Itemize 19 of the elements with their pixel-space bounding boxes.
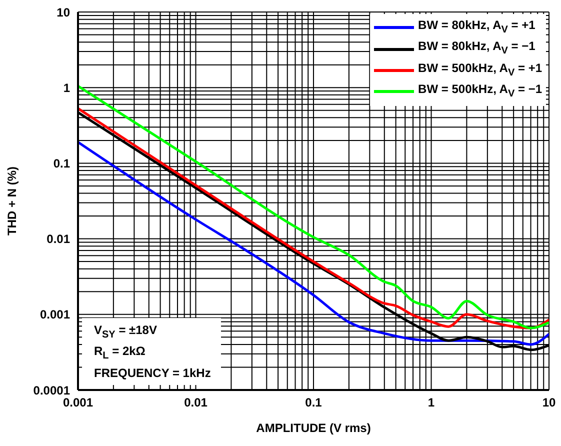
y-tick-label: 10 (56, 5, 70, 20)
y-axis-title: THD + N (%) (5, 166, 19, 236)
y-tick-label: 0.0001 (33, 383, 70, 398)
annotation: FREQUENCY = 1kHz (94, 364, 211, 381)
legend-label: BW = 80kHz, A$_{V}$ = −1 (418, 38, 536, 59)
y-tick-label: 0.1 (53, 156, 70, 170)
x-tick-label: 10 (542, 396, 556, 410)
x-tick-label: 0.01 (184, 396, 208, 410)
y-tick-label: 1 (63, 80, 70, 95)
x-tick-label: 0.1 (305, 396, 322, 410)
legend-label: BW = 500kHz, A$_{V}$ = +1 (418, 60, 542, 80)
annotation: R$_{L}$ = 2kΩ (94, 343, 146, 364)
y-tick-label: 0.001 (40, 308, 70, 322)
legend-label: BW = 80kHz, A$_{V}$ = +1 (418, 17, 536, 38)
legend-label: BW = 500kHz, A$_{V}$ = −1 (418, 81, 542, 102)
y-tick-label: 0.01 (46, 232, 70, 246)
x-tick-label: 1 (428, 396, 435, 410)
x-axis-title: AMPLITUDE (V rms) (256, 421, 371, 435)
annotation: V$_{SY}$ = ±18V (94, 322, 158, 342)
